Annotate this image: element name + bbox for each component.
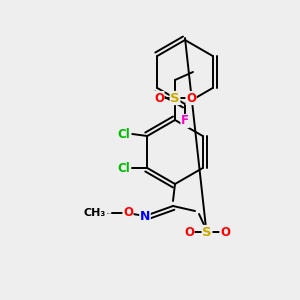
- Text: CH₃: CH₃: [84, 208, 106, 218]
- Text: O: O: [154, 92, 164, 104]
- Text: O: O: [186, 92, 196, 104]
- Text: O: O: [123, 206, 133, 220]
- Text: Cl: Cl: [117, 161, 130, 175]
- Text: O: O: [184, 226, 194, 238]
- Text: S: S: [202, 226, 212, 238]
- Text: N: N: [140, 209, 150, 223]
- Text: methoxy: methoxy: [107, 212, 113, 214]
- Text: F: F: [181, 115, 189, 128]
- Text: O: O: [220, 226, 230, 238]
- Text: Cl: Cl: [117, 128, 130, 140]
- Text: S: S: [170, 92, 180, 104]
